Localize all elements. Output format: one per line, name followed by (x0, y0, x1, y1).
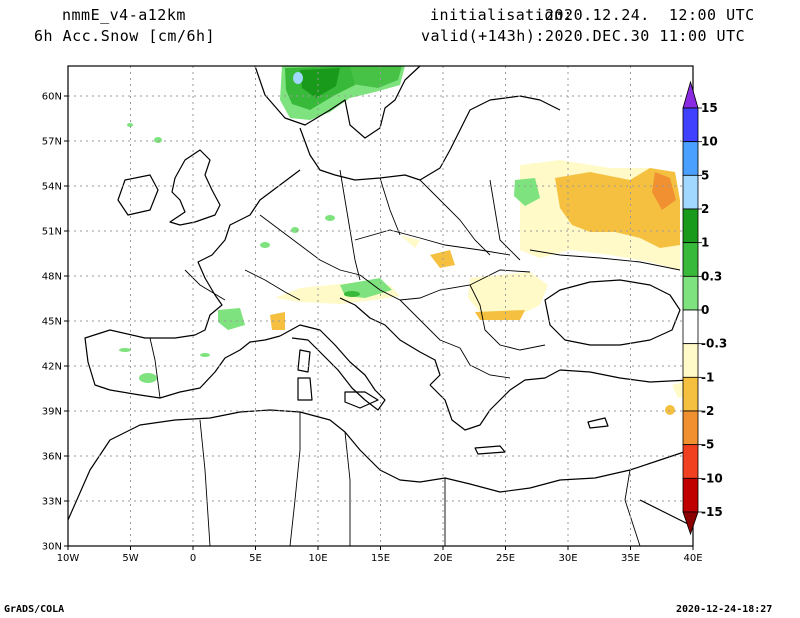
lon-label: 30E (558, 553, 577, 564)
software-credit: GrADS/COLA (4, 604, 65, 615)
lon-label: 15E (371, 553, 390, 564)
longitude-axis: 10W 5W 0 5E 10E 15E 20E 25E 30E 35E 40E (57, 546, 703, 564)
legend-swatch (682, 343, 699, 378)
lat-label: 30N (42, 542, 62, 553)
legend-swatch (682, 309, 699, 345)
legend-label: -10 (701, 471, 723, 485)
lon-label: 20E (433, 553, 452, 564)
lat-label: 48N (42, 272, 62, 283)
lat-label: 60N (42, 92, 62, 103)
lon-label: 10W (57, 553, 80, 564)
legend-swatch (682, 107, 699, 143)
legend-swatch (682, 444, 699, 479)
legend-top-cap (682, 80, 699, 109)
legend-label: 10 (701, 135, 718, 149)
legend-swatch (682, 174, 699, 210)
lat-label: 57N (42, 137, 62, 148)
legend-bottom-cap (682, 511, 699, 536)
render-timestamp: 2020-12-24-18:27 (676, 604, 773, 615)
lon-label: 40E (683, 553, 702, 564)
legend-label: 15 (701, 101, 718, 115)
lat-label: 54N (42, 182, 62, 193)
grid-lines (68, 66, 693, 546)
legend-swatch (682, 208, 699, 244)
color-legend: 15 10 5 2 1 0.3 0 -0.3 -1 -2 -5 -10 -15 (682, 80, 727, 536)
coastline-layer (67, 65, 691, 526)
legend-label: 2 (701, 202, 709, 216)
border-layer (149, 169, 681, 547)
lon-label: 25E (496, 553, 515, 564)
init-value: 2020.12.24. 12:00 UTC (545, 6, 755, 24)
lon-label: 35E (621, 553, 640, 564)
legend-label: 1 (701, 236, 709, 250)
lat-label: 42N (42, 362, 62, 373)
lon-label: 5W (122, 553, 138, 564)
lat-label: 33N (42, 497, 62, 508)
lat-label: 36N (42, 452, 62, 463)
lat-label: 45N (42, 317, 62, 328)
legend-label: 0 (701, 303, 709, 317)
legend-swatch (682, 410, 699, 446)
valid-value: 2020.DEC.30 11:00 UTC (545, 27, 746, 45)
legend-swatch (682, 275, 699, 311)
lat-label: 39N (42, 407, 62, 418)
valid-label: valid(+143h): (421, 27, 545, 45)
model-name: nmmE_v4-a12km (62, 6, 186, 24)
legend-label: -0.3 (701, 337, 727, 351)
snow-field-layer (119, 66, 690, 415)
legend-label: 5 (701, 168, 709, 182)
lon-label: 0 (190, 553, 196, 564)
lat-label: 51N (42, 227, 62, 238)
legend-label: -2 (701, 404, 714, 418)
legend-label: 0.3 (701, 269, 722, 283)
lon-label: 5E (249, 553, 262, 564)
latitude-axis: 60N 57N 54N 51N 48N 45N 42N 39N 36N 33N 30N (42, 92, 68, 553)
lon-label: 10E (308, 553, 327, 564)
legend-swatch (682, 477, 699, 513)
legend-label: -5 (701, 438, 714, 452)
legend-label: -15 (701, 505, 723, 519)
legend-swatch (682, 141, 699, 176)
legend-label: -1 (701, 370, 714, 384)
legend-swatch (682, 376, 699, 412)
init-label: initialisation: (430, 6, 573, 24)
field-name: 6h Acc.Snow [cm/6h] (34, 27, 216, 45)
legend-swatch (682, 242, 699, 277)
